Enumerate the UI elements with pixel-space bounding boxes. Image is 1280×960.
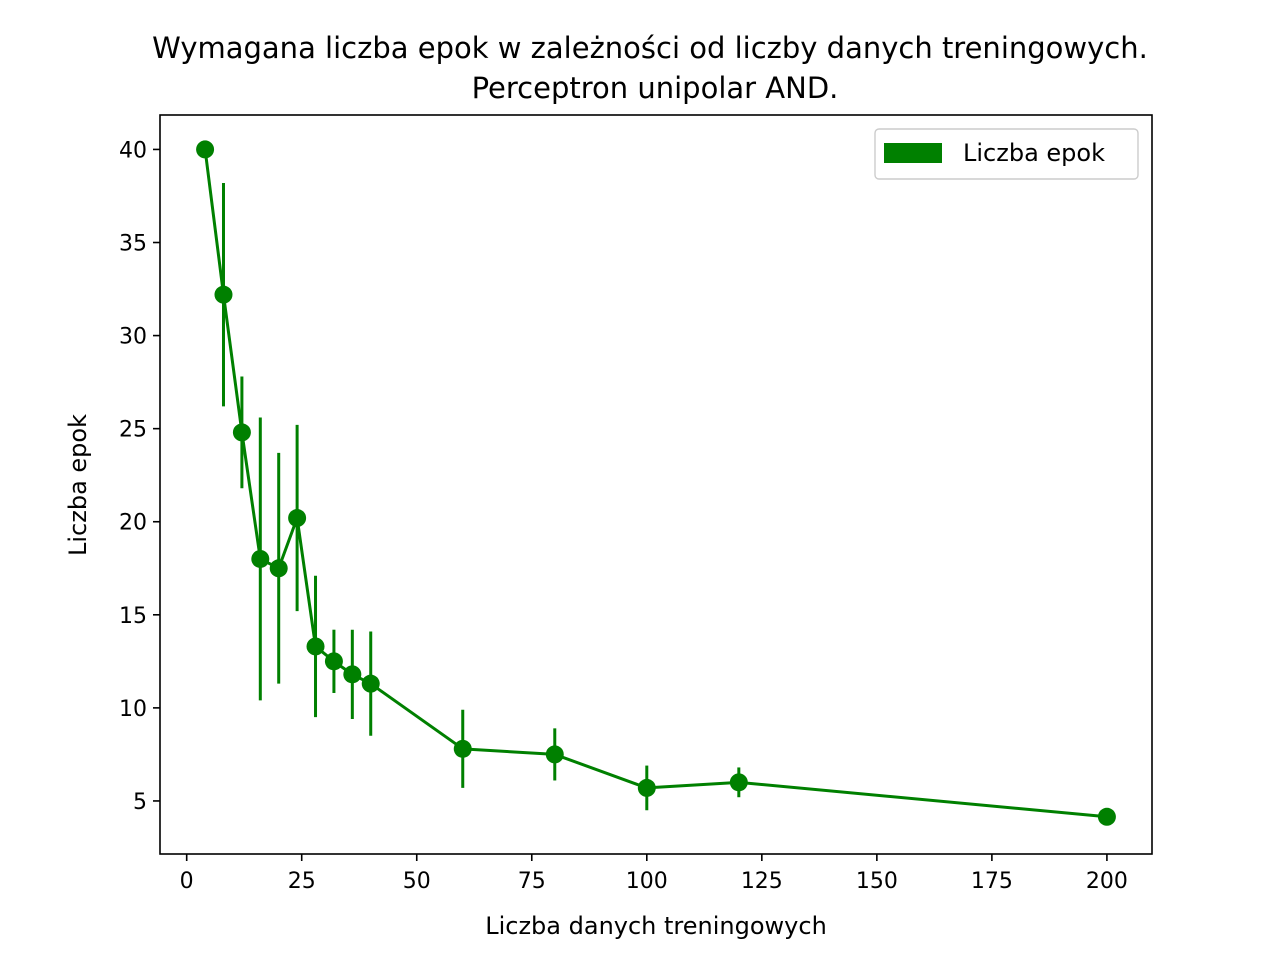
data-point <box>1097 807 1116 826</box>
plot-area: 0 25 50 75 100 125 150 175 200 5 10 15 20 25 30 35 40 <box>119 114 1153 894</box>
data-point <box>453 739 472 758</box>
data-point <box>306 637 325 656</box>
x-tick-label: 200 <box>1086 869 1128 894</box>
legend: Liczba epok <box>874 128 1139 180</box>
x-tick-label: 75 <box>518 869 546 894</box>
data-point <box>361 674 380 693</box>
chart-title-line-2: Perceptron unipolar AND. <box>472 71 839 105</box>
y-tick-label: 20 <box>119 511 147 536</box>
data-point <box>343 665 362 684</box>
legend-box <box>874 128 1139 180</box>
y-axis-label: Liczba epok <box>64 414 92 556</box>
x-tick-label: 150 <box>856 869 898 894</box>
error-bars <box>221 182 741 811</box>
legend-label: Liczba epok <box>963 139 1105 167</box>
x-tick-label: 25 <box>288 869 316 894</box>
y-tick-label: 15 <box>119 604 147 629</box>
data-point <box>214 285 233 304</box>
y-tick-label: 5 <box>133 790 147 815</box>
data-point <box>637 778 656 797</box>
x-tick-label: 50 <box>403 869 431 894</box>
y-tick-label: 25 <box>119 418 147 443</box>
axes-frame <box>159 114 1153 855</box>
series-line <box>203 149 1108 819</box>
chart-title-line-1: Wymagana liczba epok w zależności od lic… <box>152 31 1148 65</box>
data-point <box>729 773 748 792</box>
x-tick-label: 175 <box>971 869 1013 894</box>
data-point <box>232 423 251 442</box>
data-point <box>545 745 564 764</box>
series-line-group <box>203 149 1108 819</box>
data-point <box>324 652 343 671</box>
data-point <box>288 509 307 528</box>
y-tick-label: 35 <box>119 232 147 257</box>
y-axis-ticks: 5 10 15 20 25 30 35 40 <box>119 138 160 815</box>
legend-swatch <box>884 143 942 163</box>
data-point <box>269 559 288 578</box>
data-points <box>196 140 1116 826</box>
data-point <box>251 549 270 568</box>
data-point <box>196 140 215 159</box>
x-tick-label: 0 <box>180 869 194 894</box>
y-tick-label: 10 <box>119 697 147 722</box>
y-tick-label: 40 <box>119 138 147 163</box>
x-axis-ticks: 0 25 50 75 100 125 150 175 200 <box>180 854 1128 894</box>
x-tick-label: 100 <box>626 869 668 894</box>
y-tick-label: 30 <box>119 325 147 350</box>
x-axis-label: Liczba danych treningowych <box>485 912 827 940</box>
x-tick-label: 125 <box>741 869 783 894</box>
